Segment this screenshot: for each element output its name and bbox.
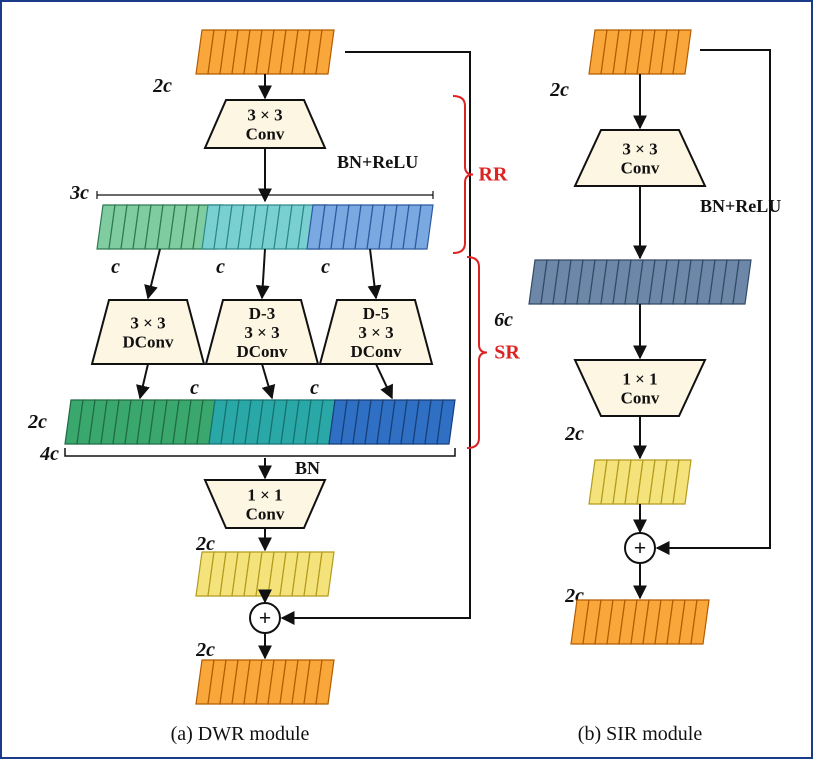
dwr-brace-rr-label: RR xyxy=(479,164,508,186)
dwr-bnrelu: BN+ReLU xyxy=(337,152,418,172)
dwr-conv33: 3 × 3Conv xyxy=(205,100,325,148)
dwr-4c-bracket xyxy=(65,448,455,456)
dwr-yellow-slabs xyxy=(196,552,334,596)
sir-input-slabs xyxy=(589,30,691,74)
svg-text:Conv: Conv xyxy=(621,388,660,407)
sir-conv11: 1 × 1Conv xyxy=(575,360,705,416)
svg-text:Conv: Conv xyxy=(246,504,285,523)
svg-text:3 × 3: 3 × 3 xyxy=(358,323,393,342)
svg-text:3 × 3: 3 × 3 xyxy=(244,323,279,342)
dwr-3c-slabs-2 xyxy=(307,205,433,249)
dwr-c-1: c xyxy=(216,256,225,278)
dwr-arrow-3c-br-1 xyxy=(262,249,265,298)
dwr-output-slabs xyxy=(196,660,334,704)
svg-text:+: + xyxy=(259,605,272,630)
dwr-plus: + xyxy=(250,603,280,633)
dwr-arrow-br-4c-2 xyxy=(376,364,392,398)
dwr-input-slabs xyxy=(196,30,334,74)
dwr-c-right: c xyxy=(310,377,319,399)
dwr-branch-2: D-53 × 3DConv xyxy=(320,300,432,364)
dwr-c-mid: c xyxy=(190,377,199,399)
svg-text:D-5: D-5 xyxy=(363,304,389,323)
caption-a: (a) DWR module xyxy=(171,723,310,745)
dwr-4c-bracket-label: 4c xyxy=(39,443,59,465)
svg-text:D-3: D-3 xyxy=(249,304,275,323)
svg-text:Conv: Conv xyxy=(621,158,660,177)
dwr-arrow-3c-br-2 xyxy=(370,249,376,298)
sir-slate-slabs xyxy=(529,260,751,304)
sir-6c: 6c xyxy=(494,309,513,331)
dwr-4c-slabs-0 xyxy=(65,400,215,444)
svg-text:Conv: Conv xyxy=(246,124,285,143)
svg-text:1 × 1: 1 × 1 xyxy=(622,369,657,388)
dwr-4c-slabs-1 xyxy=(209,400,335,444)
dwr-c-0: c xyxy=(111,256,120,278)
dwr-3c-label: 3c xyxy=(69,182,89,204)
dwr-4c-slabs-2 xyxy=(329,400,455,444)
caption-b: (b) SIR module xyxy=(578,723,703,745)
dwr-c-2: c xyxy=(321,256,330,278)
dwr-2c-out: 2c xyxy=(195,639,215,661)
svg-text:3 × 3: 3 × 3 xyxy=(130,313,165,332)
dwr-brace-sr-label: SR xyxy=(494,342,520,364)
svg-text:DConv: DConv xyxy=(122,332,174,351)
dwr-2c-in: 2c xyxy=(152,75,172,97)
sir-conv33: 3 × 3Conv xyxy=(575,130,705,186)
diagram-canvas: 2c3 × 3ConvBN+ReLU3cccc3 × 3DConvD-33 × … xyxy=(0,0,813,759)
svg-text:3 × 3: 3 × 3 xyxy=(622,139,657,158)
sir-2c-mid: 2c xyxy=(564,423,584,445)
dwr-branch-1: D-33 × 3DConv xyxy=(206,300,318,364)
svg-text:1 × 1: 1 × 1 xyxy=(247,485,282,504)
svg-text:DConv: DConv xyxy=(236,342,288,361)
dwr-2c-left: 2c xyxy=(27,411,47,433)
dwr-conv11: 1 × 1Conv xyxy=(205,480,325,528)
sir-2c-in: 2c xyxy=(549,79,569,101)
svg-text:3 × 3: 3 × 3 xyxy=(247,105,282,124)
dwr-bn: BN xyxy=(295,458,320,478)
svg-text:DConv: DConv xyxy=(350,342,402,361)
dwr-arrow-3c-br-0 xyxy=(148,249,160,298)
sir-plus: + xyxy=(625,533,655,563)
dwr-branch-0: 3 × 3DConv xyxy=(92,300,204,364)
dwr-arrow-br-4c-0 xyxy=(140,364,148,398)
svg-text:+: + xyxy=(634,535,647,560)
dwr-arrow-br-4c-1 xyxy=(262,364,272,398)
sir-yellow-slabs xyxy=(589,460,691,504)
sir-output-slabs xyxy=(571,600,709,644)
